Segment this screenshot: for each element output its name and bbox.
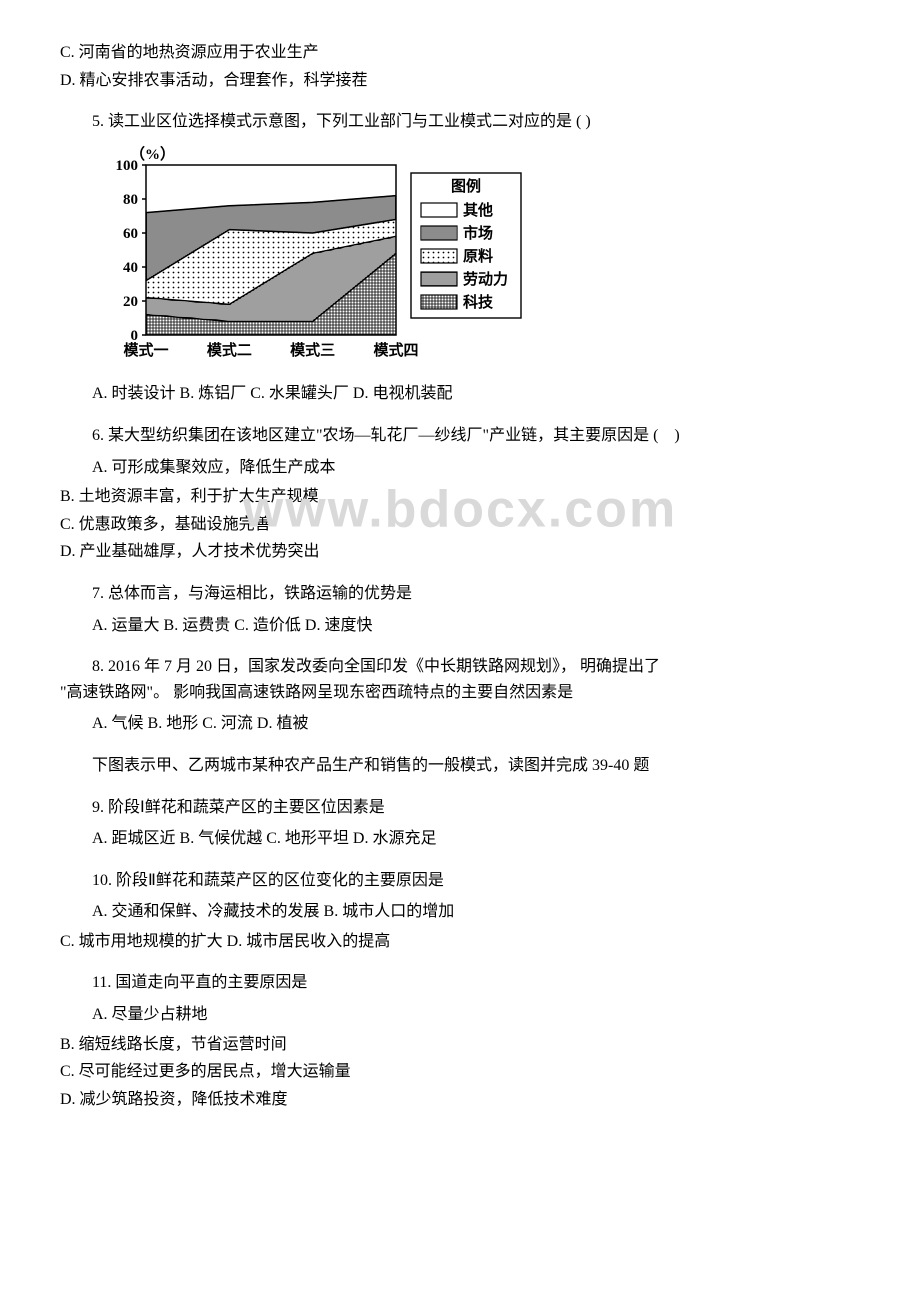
q6-text: 6. 某大型纺织集团在该地区建立"农场—轧花厂—纱线厂"产业链，其主要原因是 (… — [92, 427, 680, 444]
q11-option-d: D. 减少筑路投资，降低技术难度 — [60, 1087, 860, 1113]
question-10: 10. 阶段Ⅱ鲜花和蔬菜产区的区位变化的主要原因是 — [60, 868, 860, 894]
svg-text:100: 100 — [116, 158, 139, 174]
stacked-area-chart: （%）020406080100模式一模式二模式三模式四图例其他市场原料劳动力科技 — [96, 145, 536, 365]
q7-options: A. 运量大 B. 运费贵 C. 造价低 D. 速度快 — [60, 613, 860, 639]
svg-text:20: 20 — [123, 294, 138, 310]
svg-text:模式三: 模式三 — [290, 341, 335, 359]
question-8-line1: 8. 2016 年 7 月 20 日，国家发改委向全国印发《中长期铁路网规划》，… — [60, 654, 860, 680]
svg-text:40: 40 — [123, 260, 138, 276]
svg-text:模式四: 模式四 — [373, 341, 418, 359]
svg-text:0: 0 — [131, 328, 139, 344]
question-8-line2: "高速铁路网"。 影响我国高速铁路网呈现东密西疏特点的主要自然因素是 — [60, 680, 860, 706]
q11-option-c: C. 尽可能经过更多的居民点，增大运输量 — [60, 1059, 860, 1085]
q10-options-row1: A. 交通和保鲜、冷藏技术的发展 B. 城市人口的增加 — [60, 899, 860, 925]
q8-options: A. 气候 B. 地形 C. 河流 D. 植被 — [60, 711, 860, 737]
svg-text:模式二: 模式二 — [207, 341, 252, 359]
q11-option-a: A. 尽量少占耕地 — [60, 1002, 860, 1028]
svg-text:劳动力: 劳动力 — [463, 270, 508, 288]
q-option: C. 河南省的地热资源应用于农业生产 — [60, 40, 860, 66]
question-11: 11. 国道走向平直的主要原因是 — [60, 970, 860, 996]
question-5: 5. 读工业区位选择模式示意图，下列工业部门与工业模式二对应的是 ( ) — [60, 109, 860, 135]
q5-options: A. 时装设计 B. 炼铝厂 C. 水果罐头厂 D. 电视机装配 — [60, 381, 860, 407]
svg-text:80: 80 — [123, 192, 138, 208]
chart-industry-model: （%）020406080100模式一模式二模式三模式四图例其他市场原料劳动力科技 — [96, 145, 860, 374]
q11-option-b: B. 缩短线路长度，节省运营时间 — [60, 1032, 860, 1058]
svg-text:科技: 科技 — [463, 293, 494, 311]
question-9: 9. 阶段Ⅰ鲜花和蔬菜产区的主要区位因素是 — [60, 795, 860, 821]
q-option: D. 精心安排农事活动，合理套作，科学接茬 — [60, 68, 860, 94]
question-7: 7. 总体而言，与海运相比，铁路运输的优势是 — [60, 581, 860, 607]
q6-option-c: C. 优惠政策多，基础设施完善 — [60, 512, 860, 538]
svg-text:60: 60 — [123, 226, 138, 242]
svg-text:图例: 图例 — [451, 177, 481, 195]
q6-option-d: D. 产业基础雄厚，人才技术优势突出 — [60, 539, 860, 565]
svg-text:模式一: 模式一 — [123, 341, 168, 359]
q9-options: A. 距城区近 B. 气候优越 C. 地形平坦 D. 水源充足 — [60, 826, 860, 852]
svg-text:市场: 市场 — [463, 224, 493, 242]
svg-text:原料: 原料 — [463, 247, 493, 265]
q6-option-a: A. 可形成集聚效应，降低生产成本 — [60, 455, 860, 481]
q10-options-row2: C. 城市用地规模的扩大 D. 城市居民收入的提高 — [60, 929, 860, 955]
svg-text:其他: 其他 — [463, 201, 493, 219]
question-6: 6. 某大型纺织集团在该地区建立"农场—轧花厂—纱线厂"产业链，其主要原因是 (… — [60, 423, 860, 449]
q6-option-b: B. 土地资源丰富，利于扩大生产规模 — [60, 484, 860, 510]
intro-9-10: 下图表示甲、乙两城市某种农产品生产和销售的一般模式，读图并完成 39-40 题 — [60, 753, 860, 779]
